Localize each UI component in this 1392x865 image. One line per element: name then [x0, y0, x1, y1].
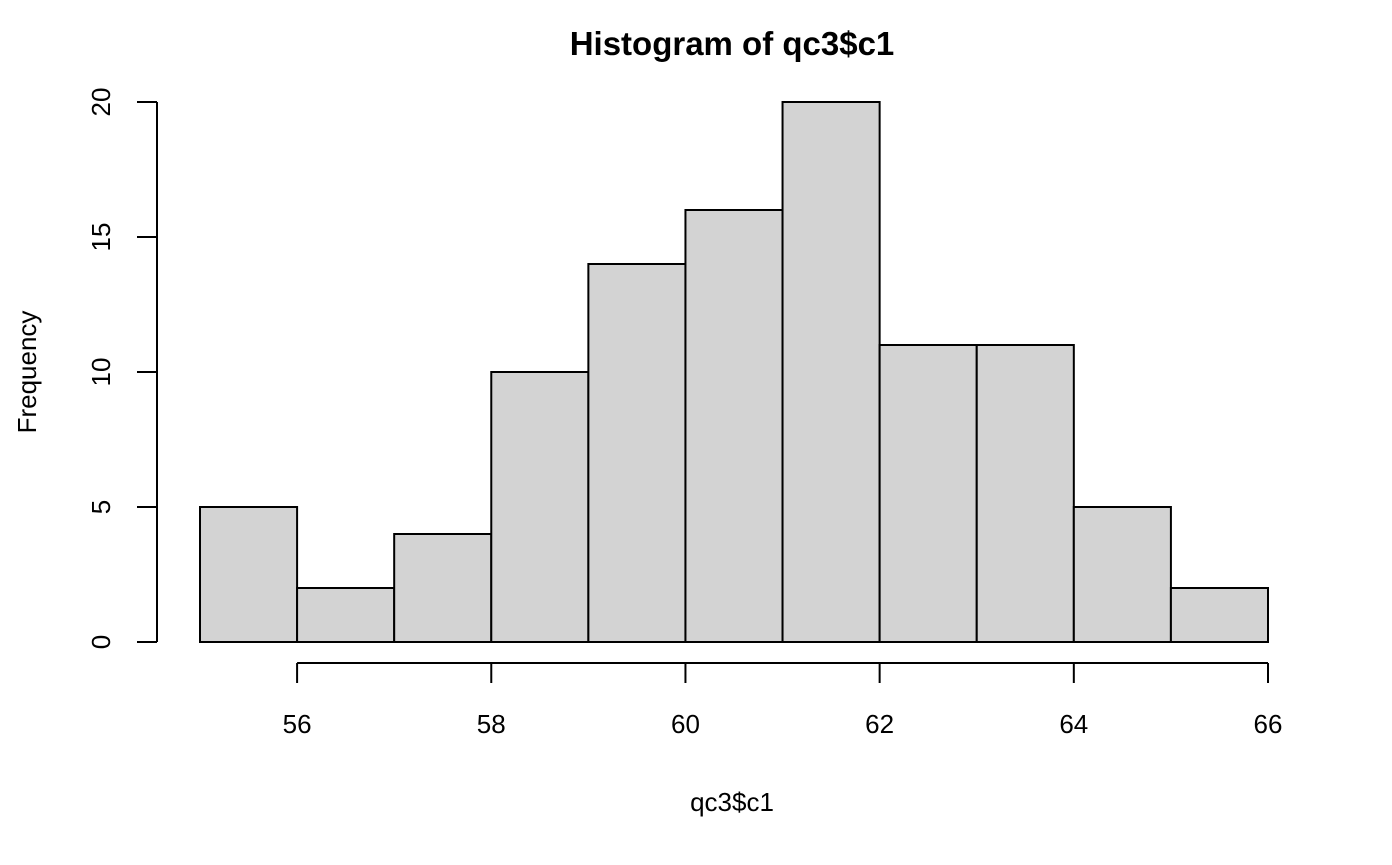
histogram-bar [296, 587, 396, 643]
histogram-bar [1072, 506, 1172, 643]
x-tick-label: 60 [671, 709, 700, 739]
y-tick-label: 5 [86, 500, 116, 514]
x-axis: 56 58 60 62 64 66 [283, 662, 1283, 739]
x-tick-label: 66 [1254, 709, 1283, 739]
histogram-bar [587, 263, 687, 643]
histogram-bar [1169, 587, 1269, 643]
y-tick-label: 0 [86, 635, 116, 649]
histogram-bar [781, 101, 881, 643]
x-tick-label: 58 [477, 709, 506, 739]
y-axis: 0 5 10 15 20 [86, 88, 158, 649]
histogram-bar [393, 533, 493, 643]
x-tick-label: 56 [283, 709, 312, 739]
y-axis-label: Frequency [12, 311, 42, 434]
x-tick-label: 64 [1059, 709, 1088, 739]
histogram-bar [878, 344, 978, 643]
histogram-bar [490, 371, 590, 643]
histogram-bar [684, 209, 784, 643]
x-axis-label: qc3$c1 [690, 787, 774, 817]
bars-group [199, 101, 1269, 643]
histogram-bar [975, 344, 1075, 643]
chart-title: Histogram of qc3$c1 [570, 25, 895, 62]
y-tick-label: 20 [86, 88, 116, 117]
y-tick-label: 15 [86, 223, 116, 252]
histogram-bar [199, 506, 299, 643]
y-tick-label: 10 [86, 358, 116, 387]
x-tick-label: 62 [865, 709, 894, 739]
